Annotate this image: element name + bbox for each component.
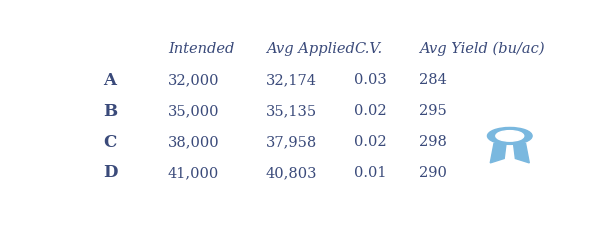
Text: 32,174: 32,174 [266, 73, 317, 87]
Text: 0.01: 0.01 [354, 166, 386, 180]
Text: 38,000: 38,000 [168, 135, 220, 149]
Text: B: B [103, 103, 117, 120]
Text: 284: 284 [419, 73, 447, 87]
Text: 298: 298 [419, 135, 447, 149]
Text: 35,000: 35,000 [168, 104, 220, 118]
Circle shape [487, 128, 532, 144]
Text: 0.03: 0.03 [354, 73, 387, 87]
Text: 40,803: 40,803 [266, 166, 317, 180]
Text: Intended: Intended [168, 42, 235, 56]
Text: 35,135: 35,135 [266, 104, 317, 118]
Text: Avg Applied: Avg Applied [266, 42, 355, 56]
Text: 0.02: 0.02 [354, 104, 386, 118]
Circle shape [496, 131, 524, 141]
Text: Avg Yield (bu/ac): Avg Yield (bu/ac) [419, 41, 545, 56]
Text: 295: 295 [419, 104, 447, 118]
Text: 41,000: 41,000 [168, 166, 219, 180]
Text: 32,000: 32,000 [168, 73, 220, 87]
Text: C: C [103, 134, 116, 151]
Text: A: A [103, 72, 116, 89]
Polygon shape [514, 144, 529, 163]
Text: 0.02: 0.02 [354, 135, 386, 149]
Text: C.V.: C.V. [354, 42, 382, 56]
Text: D: D [103, 164, 118, 181]
Text: 290: 290 [419, 166, 447, 180]
Polygon shape [490, 144, 506, 163]
Text: 37,958: 37,958 [266, 135, 317, 149]
